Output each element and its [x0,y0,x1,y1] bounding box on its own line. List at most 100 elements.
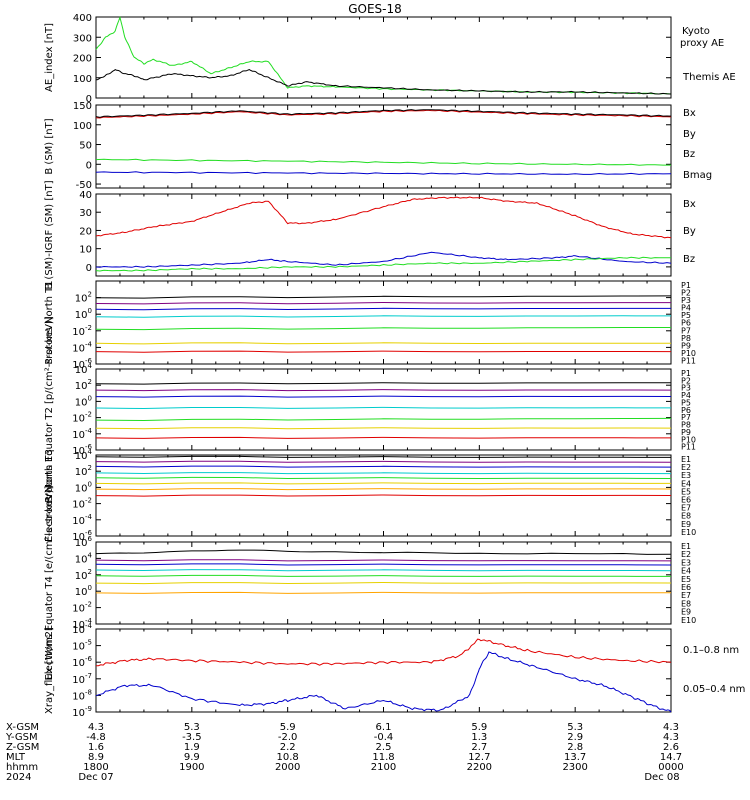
series-line-p5 [95,417,672,422]
legend-entry: E10 [681,616,696,625]
ephemeris-value: 12.7 [468,752,490,763]
series-line-e1 [95,455,672,458]
series-line-p4 [95,406,672,410]
y-axis-label: Protons Equator T2 [p/(cm²-s-sr-keV)] [44,316,55,503]
series-line-e4 [95,472,672,475]
ephemeris-value: 1900 [179,762,204,773]
panel-bsm: -50 0 50 100 150 B (SM) [nT] [44,101,672,191]
series-line-0-1-0-8-nm [96,638,672,667]
y-axis-label: Xray_flux [W/m2] [44,627,55,714]
ephemeris-value: 5.3 [184,722,200,733]
y-tick-label: 20 [79,226,92,237]
y-tick-label: -50 [76,180,92,191]
y-axis-label: B (SM) [nT] [44,118,55,174]
legend-entry: E10 [681,528,696,537]
ephemeris-value: -0.4 [374,732,394,743]
y-tick-label: 10-4 [72,340,92,354]
y-tick-label: 100 [75,394,92,408]
series-line-e2 [95,460,672,463]
legend-entry: P11 [681,443,696,452]
legend-entry: Bz [683,254,695,265]
legend-entry: P9 [681,341,691,350]
legend-entry: Bz [683,149,695,160]
y-tick-label: 0 [86,94,92,105]
legend-entry: E8 [681,512,691,521]
legend-entry: Bmag [683,170,712,181]
legend-entry: P4 [681,391,691,400]
series-line-by [95,256,671,272]
legend-entry: Bx [683,199,696,210]
legend-entry: Kyoto [682,26,710,37]
ephemeris-value: 6.1 [376,722,392,733]
series-line-bmag [95,109,672,118]
start-date-label: Dec 07 [78,772,113,783]
ephemeris-value: 8.9 [88,752,104,763]
series-line-0-05-0-4-nm [95,651,672,713]
chart-title: GOES-18 [348,2,402,16]
ephemeris-value: 4.3 [663,732,679,743]
series-line-e6 [95,581,672,585]
ephemeris-value: -3.5 [182,732,202,743]
legend-entry: P8 [681,334,691,343]
ephemeris-value: 1.3 [471,732,487,743]
legend-entry: P1 [681,369,691,378]
series-line-bx [95,251,672,268]
ephemeris-value: -2.0 [278,732,298,743]
series-line-p2 [95,389,672,392]
series-line-p3 [95,307,671,311]
y-tick-label: 10-4 [72,622,92,636]
y-tick-label: 102 [75,291,92,305]
y-tick-label: 10-4 [72,513,92,527]
series-line-e2 [95,559,672,562]
end-date-label: Dec 08 [644,772,679,783]
legend-entry: P9 [681,428,691,437]
panel-electrons_t4: 10-4 10-2 100 102 104 106 Electrons Equator T4… [44,485,696,680]
panel-ae: 0 100 200 300 400 AE_index [nT] [44,13,672,105]
series-line-themis-ae [96,69,672,95]
y-tick-label: 100 [75,307,92,321]
series-line-p1 [95,382,672,385]
legend-entry: E5 [681,575,691,584]
legend-entry: E2 [681,550,691,559]
series-line-e4 [95,569,672,572]
legend-entry: E3 [681,471,691,480]
ephemeris-value: 2.7 [471,742,487,753]
ephemeris-row-label: X-GSM [6,722,39,733]
y-axis-label: AE_index [nT] [44,23,55,92]
y-tick-label: 10-7 [72,672,92,686]
y-tick-label: 100 [73,74,92,85]
ephemeris-value: 2000 [275,762,300,773]
ephemeris-row-label: hhmm [6,762,38,773]
series-line-p6 [95,427,672,430]
series-line-p1 [95,295,672,299]
legend-entry: E6 [681,496,691,505]
y-tick-label: 0 [86,160,92,171]
legend-entry: P8 [681,421,691,430]
y-tick-label: 10-2 [72,497,92,511]
series-line-e7 [95,488,672,491]
legend-entry: P3 [681,384,691,393]
series-line-p7 [95,350,672,353]
legend-entry: E2 [681,463,691,472]
legend-entry: E4 [681,479,691,488]
ephemeris-value: 1.9 [184,742,200,753]
legend-entry: P7 [681,413,691,422]
y-tick-label: 10-2 [72,324,92,338]
ephemeris-value: 13.7 [564,752,586,763]
ephemeris-value: 2.2 [280,742,296,753]
ephemeris-value: 1800 [83,762,108,773]
series-line-kyoto-proxy-ae [95,16,672,95]
series-line-bx [95,171,672,175]
y-tick-label: 10-2 [72,601,92,615]
legend-entry: Themis AE [682,72,736,83]
y-tick-label: 100 [73,121,92,132]
y-tick-label: 30 [79,208,92,219]
legend-entry: P2 [681,289,691,298]
ephemeris-value: 5.3 [567,722,583,733]
legend-entry: E1 [681,542,691,551]
series-line-e3 [95,465,672,468]
series-line-e5 [95,476,672,480]
legend-entry: proxy AE [680,38,724,49]
legend-entry: P4 [681,304,691,313]
